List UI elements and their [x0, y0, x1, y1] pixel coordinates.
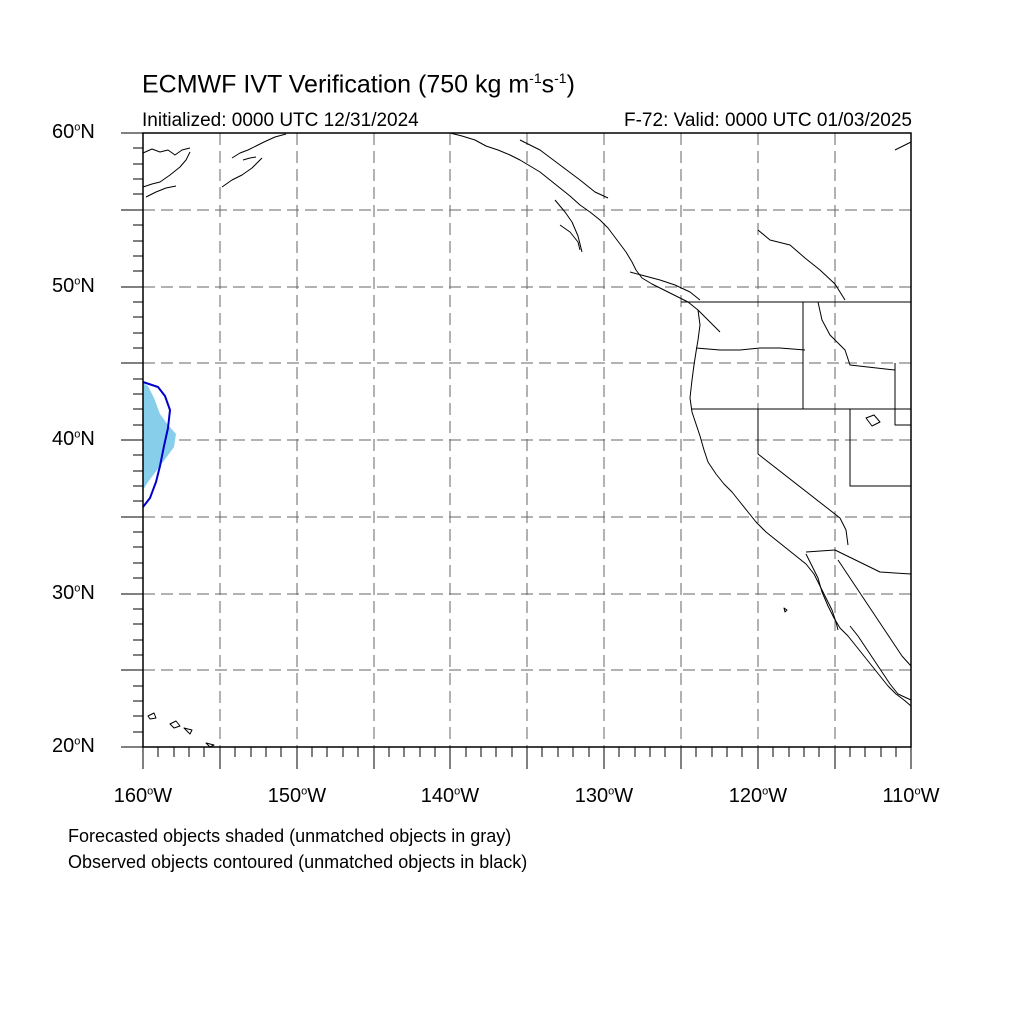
lat-label-30n: 30oN [52, 582, 95, 604]
caption-forecast: Forecasted objects shaded (unmatched obj… [68, 826, 512, 846]
lat-label-20n: 20oN [52, 735, 95, 757]
title-exp2: -1 [554, 70, 567, 86]
graticule [143, 133, 911, 747]
lat-label-40n: 40oN [52, 428, 95, 450]
lat-label-60n: 60oN [52, 121, 95, 143]
axis-ticks [121, 132, 912, 769]
observed-ivt-contour [142, 381, 172, 508]
caption-observed: Observed objects contoured (unmatched ob… [68, 852, 528, 872]
lon-label-130w: 130oW [574, 785, 634, 807]
forecast-ivt-object [143, 383, 176, 490]
lon-label-120w: 120oW [728, 785, 788, 807]
lon-label-110w: 110oW [882, 785, 940, 807]
lon-label-160w: 160oW [113, 785, 173, 807]
title-mid: s [541, 70, 555, 99]
lon-label-150w: 150oW [267, 785, 327, 807]
title-suffix: ) [566, 70, 575, 99]
init-time: Initialized: 0000 UTC 12/31/2024 [142, 110, 419, 131]
map-frame [142, 132, 912, 748]
title-prefix: ECMWF IVT Verification (750 kg m [142, 70, 530, 99]
lon-label-140w: 140oW [420, 785, 480, 807]
valid-time: F-72: Valid: 0000 UTC 01/03/2025 [624, 110, 912, 131]
lat-label-50n: 50oN [52, 275, 95, 297]
map-title: ECMWF IVT Verification (750 kg m-1s-1) [142, 70, 575, 99]
title-exp1: -1 [529, 70, 542, 86]
coastlines [142, 132, 912, 748]
